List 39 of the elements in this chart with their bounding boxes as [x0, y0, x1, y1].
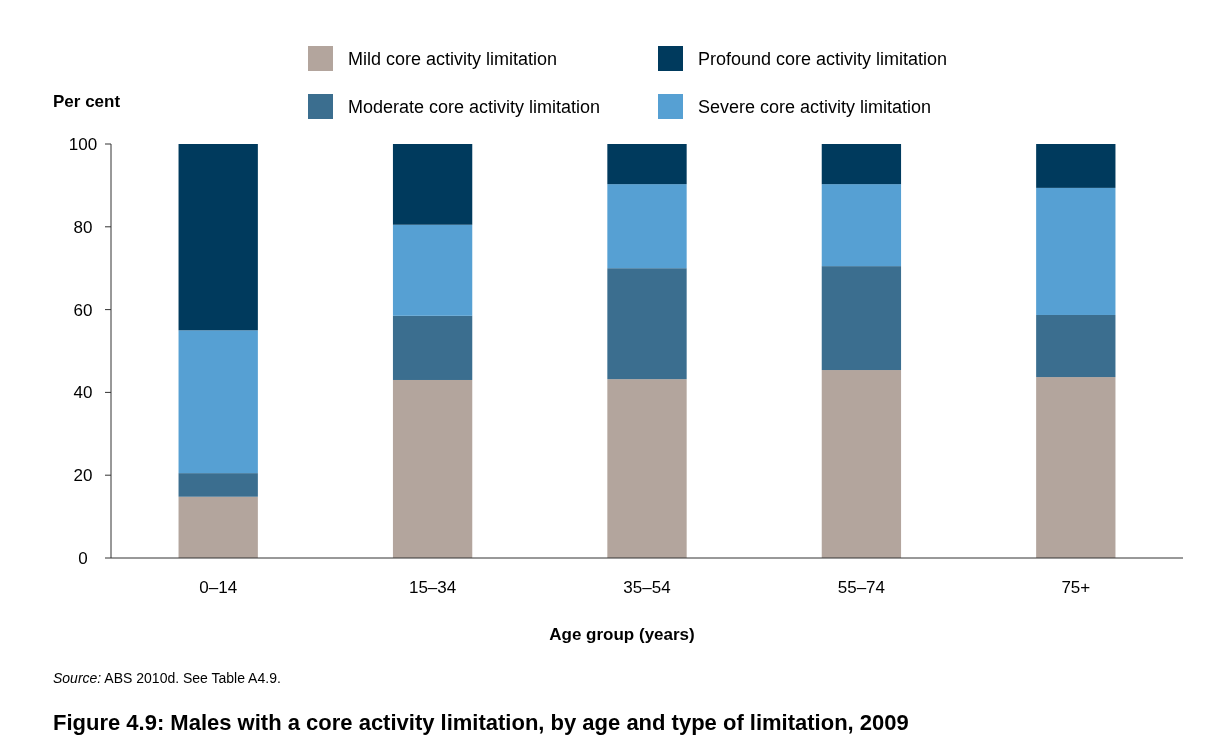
y-tick-label: 100 — [68, 134, 98, 154]
bar — [1036, 187, 1116, 315]
x-tick-label: 35–54 — [623, 578, 671, 597]
legend-label: Mild core activity limitation — [348, 49, 558, 70]
bar — [1036, 144, 1116, 188]
bar — [392, 315, 473, 380]
bar — [178, 473, 258, 497]
bar — [821, 184, 902, 267]
bar — [392, 224, 473, 316]
legend-label: Moderate core activity limitation — [348, 97, 601, 118]
x-tick-label: 15–34 — [408, 578, 457, 597]
x-axis-title: Age group (years) — [549, 625, 695, 644]
bar — [178, 330, 258, 474]
y-tick-label: 40 — [73, 383, 93, 403]
bar — [821, 266, 902, 371]
x-tick-label: 75+ — [1061, 578, 1091, 597]
bar — [607, 268, 687, 380]
bar — [607, 184, 687, 269]
legend-label: Severe core activity limitation — [698, 97, 932, 118]
bar — [392, 379, 473, 558]
bar — [1036, 377, 1116, 558]
y-tick-label: 80 — [73, 217, 93, 237]
bar — [178, 496, 258, 558]
bar — [178, 144, 258, 331]
x-tick-label: 0–14 — [199, 578, 238, 597]
bar — [607, 379, 687, 558]
bar — [821, 370, 902, 558]
y-tick-label: 0 — [78, 548, 88, 568]
bar — [821, 144, 902, 185]
text: Figure 4.9: Males with a core activity limitation, by age and type of limitation, 2009 — [53, 710, 909, 735]
bar — [1036, 314, 1116, 378]
bar — [607, 144, 687, 185]
source-note: Source: ABS 2010d. See Table A4.9. — [53, 670, 281, 686]
y-tick-label: 60 — [73, 300, 93, 320]
legend-label: Profound core activity limitation — [698, 49, 948, 70]
bar — [392, 144, 473, 225]
x-tick-label: 55–74 — [837, 578, 886, 597]
y-tick-label: 20 — [73, 466, 93, 486]
y-axis-title: Per cent — [53, 92, 121, 111]
